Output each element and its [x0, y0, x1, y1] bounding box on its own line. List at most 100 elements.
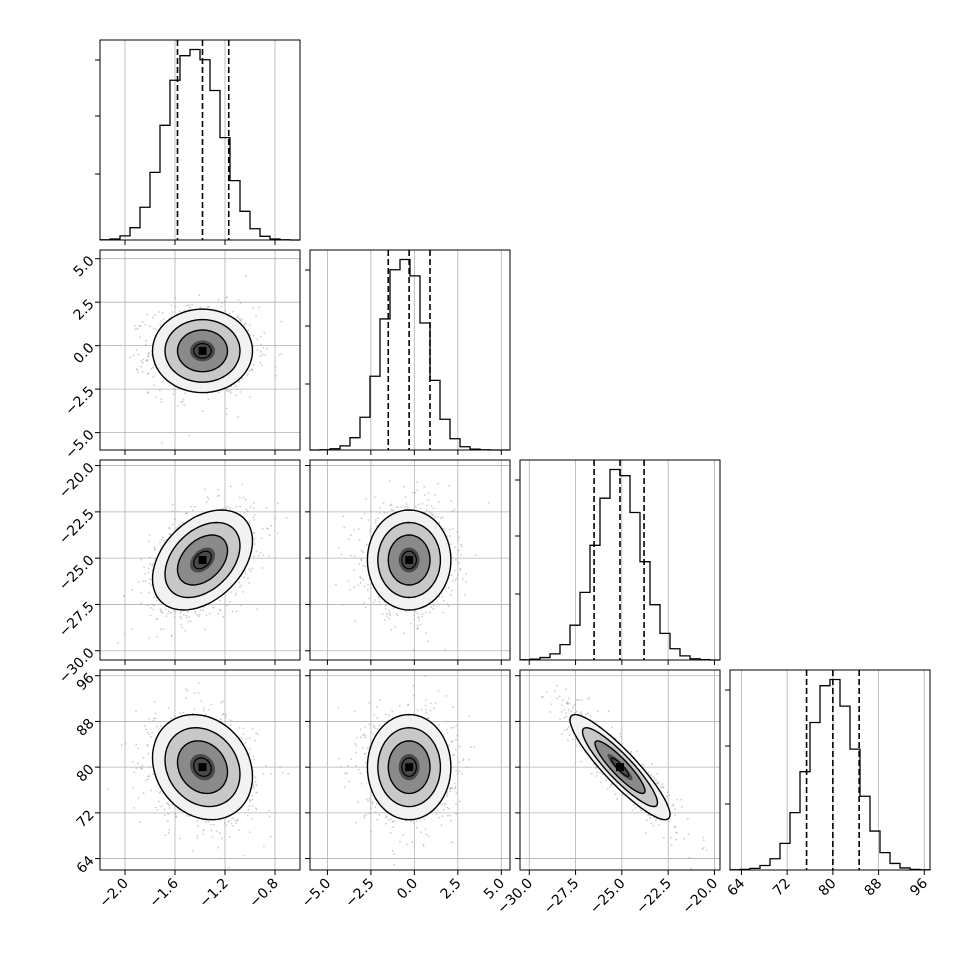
scatter-point [589, 714, 592, 717]
histogram-bar [820, 686, 830, 870]
scatter-point [350, 554, 352, 557]
scatter-point [150, 607, 152, 609]
scatter-point [255, 732, 258, 735]
scatter-point [396, 614, 399, 617]
scatter-point [364, 736, 366, 739]
scatter-point [669, 836, 672, 839]
contour-line [401, 757, 417, 777]
scatter-point [417, 503, 420, 506]
scatter-point [565, 688, 567, 691]
scatter-point [455, 769, 458, 772]
scatter-point [260, 343, 262, 346]
scatter-point [427, 835, 430, 837]
scatter-point [249, 505, 252, 508]
scatter-point [411, 491, 414, 494]
scatter-point [158, 311, 160, 313]
density-peak [405, 763, 414, 772]
scatter-point [195, 613, 198, 616]
scatter-point [246, 374, 249, 377]
scatter-point [363, 512, 366, 515]
scatter-point [229, 723, 232, 726]
scatter-point [340, 553, 343, 556]
scatter-point [460, 554, 463, 557]
scatter-point [596, 771, 599, 774]
scatter-point [148, 718, 151, 720]
scatter-point [249, 800, 252, 802]
x-tick-label: −25.0 [587, 876, 629, 918]
scatter-point [393, 819, 396, 822]
scatter-point [432, 604, 435, 607]
scatter-point [353, 586, 356, 589]
scatter-point [540, 696, 543, 699]
scatter-point [418, 619, 421, 622]
scatter-point [376, 717, 379, 719]
scatter-point [198, 615, 200, 618]
scatter-point [616, 798, 619, 800]
scatter-point [248, 748, 251, 751]
scatter-point [262, 845, 265, 848]
histogram-bar [180, 56, 190, 240]
histogram-step-line [729, 678, 931, 871]
scatter-point [404, 506, 407, 508]
histogram-bar [650, 605, 660, 660]
scatter-point [575, 744, 578, 747]
scatter-point [245, 508, 248, 511]
scatter-point [188, 434, 191, 437]
scatter-point [287, 773, 290, 775]
scatter-point [152, 719, 155, 722]
scatter-point [181, 711, 184, 714]
scatter-point [396, 506, 399, 509]
scatter-point [177, 510, 180, 513]
scatter-point [558, 695, 561, 698]
scatter-point [198, 613, 201, 616]
scatter-point [633, 806, 636, 809]
scatter-point [189, 306, 191, 309]
scatter-point [188, 615, 191, 618]
scatter-point [390, 508, 393, 511]
scatter-point [188, 815, 191, 817]
scatter-point [373, 601, 375, 604]
scatter-point [364, 752, 367, 755]
scatter-point [170, 304, 173, 307]
scatter-point [254, 776, 257, 779]
scatter-point [253, 502, 255, 504]
scatter-point [365, 543, 368, 546]
scatter-point [237, 298, 240, 301]
scatter-point [427, 499, 430, 502]
scatter-point [257, 554, 260, 557]
scatter-point [465, 581, 467, 584]
scatter-point [164, 814, 166, 816]
scatter-point [335, 583, 337, 586]
scatter-point [365, 498, 368, 501]
scatter-point [358, 528, 360, 531]
scatter-point [225, 713, 228, 716]
scatter-point [241, 318, 243, 321]
scatter-point [427, 640, 430, 643]
scatter-point [580, 699, 583, 702]
scatter-point [406, 506, 409, 508]
scatter-point [359, 728, 362, 731]
scatter-point [146, 744, 149, 746]
scatter-point [359, 582, 362, 584]
scatter-point [164, 608, 167, 611]
scatter-point [119, 344, 122, 347]
scatter-point [140, 602, 143, 605]
scatter-point [183, 309, 186, 312]
scatter-point [458, 536, 461, 539]
scatter-point [226, 389, 228, 391]
histogram-bar [810, 723, 820, 870]
scatter-point [358, 539, 361, 542]
scatter-point [248, 522, 251, 524]
scatter-point [434, 702, 437, 705]
scatter-point [597, 720, 600, 723]
density-peak [198, 346, 207, 355]
scatter-point [229, 719, 232, 722]
scatter-point [650, 773, 652, 776]
scatter-point [386, 511, 389, 514]
scatter-point [277, 532, 279, 535]
scatter-point [563, 716, 566, 719]
scatter-point [213, 823, 215, 826]
y-tick-label: 5.0 [71, 253, 98, 280]
scatter-point [556, 697, 559, 700]
scatter-frame [309, 669, 511, 871]
